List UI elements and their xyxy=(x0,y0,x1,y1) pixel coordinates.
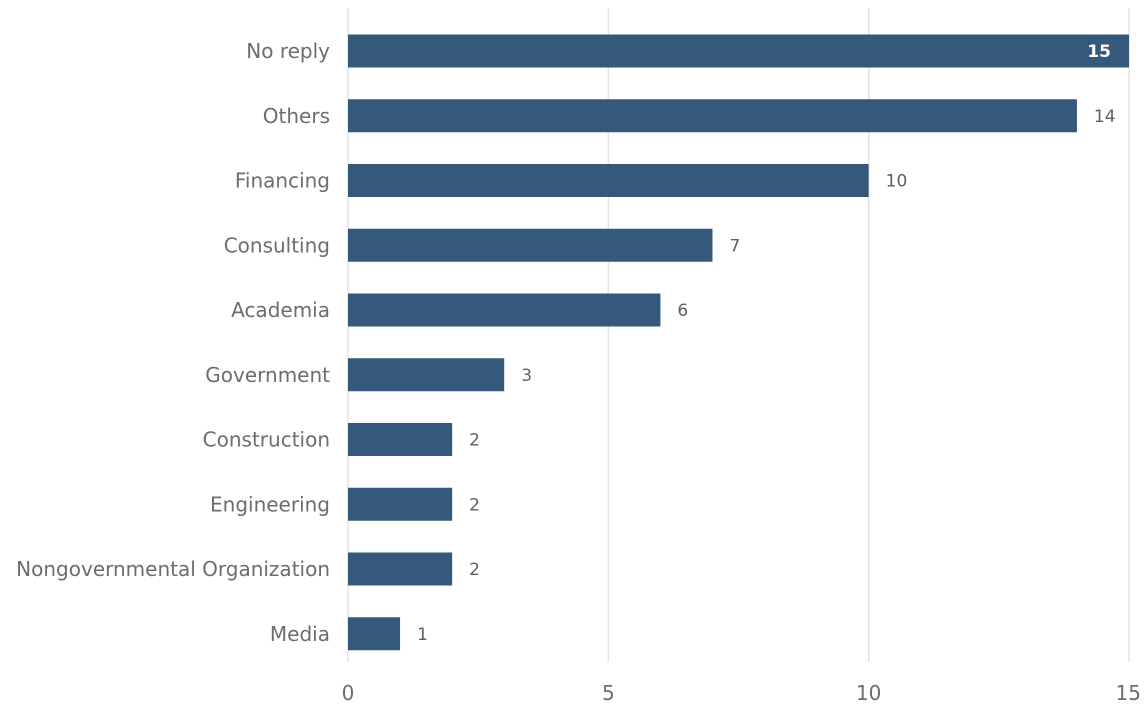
category-label: Nongovernmental Organization xyxy=(16,557,330,581)
data-label: 10 xyxy=(886,172,908,192)
category-label: Construction xyxy=(203,428,330,452)
data-label: 3 xyxy=(521,366,532,386)
bar xyxy=(348,552,453,586)
x-tick-label: 15 xyxy=(1116,681,1141,705)
data-label: 2 xyxy=(469,431,480,451)
bar xyxy=(348,358,505,392)
data-label: 14 xyxy=(1094,107,1116,127)
category-labels: No reply Others Financing Consulting Academi… xyxy=(16,39,330,646)
bar xyxy=(348,293,661,327)
category-label: Media xyxy=(270,622,330,646)
data-label: 2 xyxy=(469,495,480,515)
bar xyxy=(348,423,453,456)
x-tick-label: 5 xyxy=(602,681,615,705)
category-label: Financing xyxy=(235,169,330,193)
bar xyxy=(348,617,401,651)
bar xyxy=(348,34,1129,68)
bar xyxy=(348,228,713,262)
category-label: Government xyxy=(205,363,330,387)
x-tick-label: 10 xyxy=(856,681,881,705)
category-label: Consulting xyxy=(224,233,330,257)
data-labels: 15 14 10 7 6 3 2 2 2 1 xyxy=(417,42,1116,645)
x-tick-label: 0 xyxy=(342,681,355,705)
bars xyxy=(348,34,1129,651)
data-label: 7 xyxy=(729,236,740,256)
category-label: Academia xyxy=(231,298,330,322)
category-label: Others xyxy=(263,104,330,128)
bar xyxy=(348,99,1077,133)
category-label: No reply xyxy=(246,39,330,63)
data-label: 2 xyxy=(469,560,480,580)
data-label: 1 xyxy=(417,625,428,645)
bar xyxy=(348,487,453,521)
data-label: 6 xyxy=(677,301,688,321)
x-axis-tick-labels: 0 5 10 15 xyxy=(342,681,1141,705)
category-label: Engineering xyxy=(210,492,330,516)
bar xyxy=(348,164,869,197)
data-label: 15 xyxy=(1087,42,1111,62)
